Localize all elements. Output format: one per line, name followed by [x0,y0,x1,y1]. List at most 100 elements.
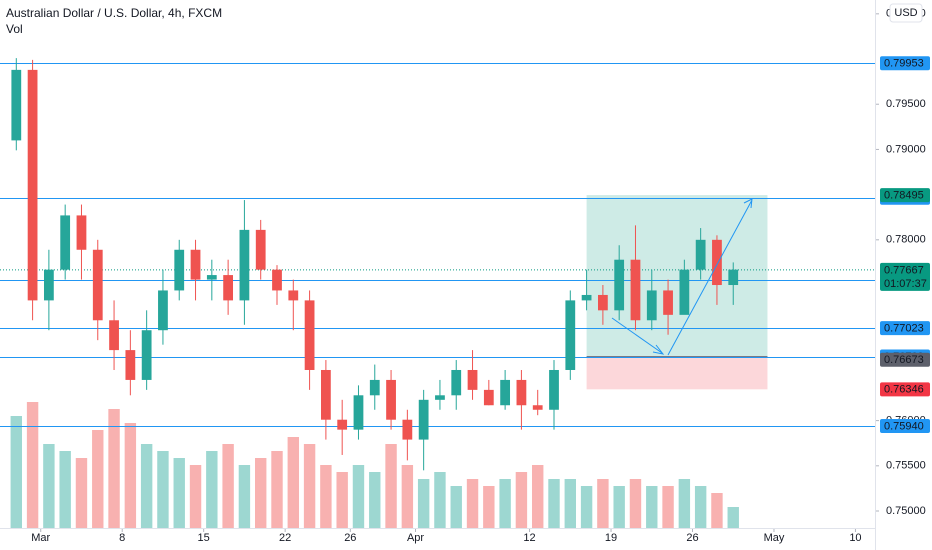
candle-body [76,215,87,250]
candle-body [223,275,234,301]
volume-bar [483,486,495,528]
volume-bar [108,409,120,528]
volume-bar [597,479,609,528]
volume-bar [206,451,218,528]
candle-body [646,290,657,321]
volume-bar [255,458,267,528]
volume-bar [629,479,642,528]
currency-label[interactable]: USD [894,7,917,19]
chart-title: Australian Dollar / U.S. Dollar, 4h, FXC… [6,6,222,20]
volume-bar [10,416,22,528]
volume-bar [320,465,332,528]
candle-body [141,330,152,380]
candle-body [597,294,608,311]
candle-body [174,249,185,291]
volume-bar [369,472,381,528]
volume-bar [466,479,479,528]
candle-body [60,215,71,270]
level-price-tag [880,419,930,434]
price-tag [880,188,930,203]
candle-body [43,269,54,301]
price-tag [880,352,930,367]
volume-bar [173,458,185,528]
candle-body [467,369,478,390]
level-price-label: 0.77023 [884,323,924,335]
x-tick-label: 12 [523,532,535,544]
x-tick-label: 10 [849,532,861,544]
volume-bar [43,444,55,528]
candle-body [418,399,429,440]
candle-body [27,69,38,301]
candle-body [500,379,511,406]
currency-button[interactable] [889,3,923,23]
candle-body [712,239,722,286]
candle-body [190,249,201,280]
x-tick-label: 26 [344,532,356,544]
volume-bar [613,486,625,528]
candle-body [239,229,250,301]
candle-body [109,320,119,351]
level-price-tag [880,56,930,71]
volume-bar [434,472,446,528]
volume-bar [303,444,316,528]
volume-bar [564,479,577,528]
y-tick-label: 0.75500 [886,460,926,472]
volume-bar [548,479,560,528]
volume-bar [646,486,658,528]
candle-body [451,369,462,396]
price-tag [880,382,930,397]
x-tick-label: 15 [198,532,210,544]
candle-body [614,259,625,311]
volume-bar [450,486,462,528]
candle-body [532,405,543,410]
volume-bar [401,465,414,528]
candle-body [565,300,576,370]
volume-bar [222,444,234,528]
volume-bar [140,444,153,528]
x-tick-label: May [764,532,785,544]
position-target-zone [586,195,768,357]
volume-bar [157,451,169,528]
candle-body [435,395,445,400]
x-tick-label: 26 [686,532,698,544]
y-tick-label: 0.75000 [886,505,926,517]
candle-body [663,290,673,315]
volume-bar [385,444,397,528]
price-tag [880,262,930,291]
volume-bar [75,458,88,528]
volume-label: Vol [6,22,23,36]
volume-bar [92,430,104,528]
volume-bar [694,486,707,528]
level-price-label: 0.75940 [884,420,924,432]
volume-bar [499,479,511,528]
candle-body [320,369,331,420]
volume-bar [515,472,528,528]
candle-body [369,379,380,396]
volume-bar [532,465,544,528]
candle-body [516,379,527,406]
candle-body [679,269,690,315]
price-tag-label: 0.76673 [884,354,924,366]
x-tick-label: Apr [407,532,424,544]
volume-bar [711,493,723,528]
candle-body [255,229,266,270]
candle-body [728,269,739,286]
volume-bar [336,472,348,528]
x-tick-label: Mar [31,532,50,544]
candle-body [92,249,103,321]
candle-body [549,369,559,410]
price-tag-label: 0.78495 [884,189,924,201]
candle-body [304,300,315,370]
candle-body [353,395,364,430]
candle-body [337,419,348,430]
volume-bar [124,423,137,528]
level-price-tag [880,321,930,336]
volume-bar [189,465,202,528]
candle-body [288,290,299,301]
y-tick-label: 0.78000 [886,234,926,246]
price-tag-label: 0.76346 [884,384,924,396]
y-tick-label: 0.79500 [886,98,926,110]
candle-body [11,69,22,141]
candle-body [158,290,168,331]
